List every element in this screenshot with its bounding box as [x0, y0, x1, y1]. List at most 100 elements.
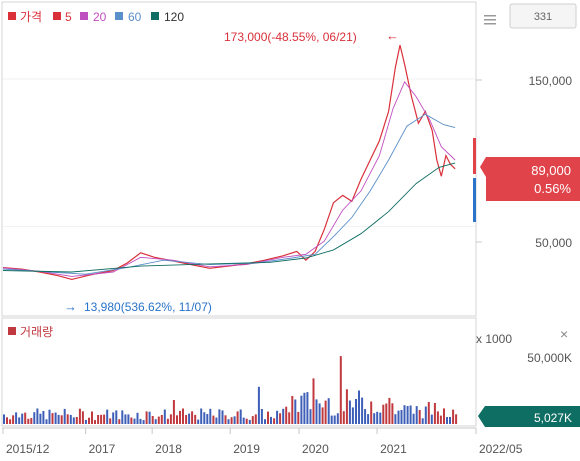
volume-bar: [112, 412, 115, 424]
volume-bar: [276, 410, 279, 424]
volume-bar: [236, 411, 239, 424]
volume-bar: [424, 406, 427, 424]
volume-bar: [69, 414, 72, 424]
volume-bar: [197, 419, 200, 424]
volume-bar: [48, 409, 51, 424]
volume-bar: [406, 406, 409, 424]
volume-bar: [84, 419, 87, 424]
current-price-tag: [480, 157, 580, 201]
volume-bar: [60, 415, 63, 424]
price-ytick-150000: 150,000: [529, 74, 573, 88]
current-price-marker-down: [473, 178, 476, 222]
current-price: 89,000: [531, 163, 571, 178]
volume-bar: [118, 419, 121, 424]
volume-panel-frame: [1, 317, 477, 427]
volume-bar: [355, 399, 357, 424]
current-volume-tag: [478, 406, 580, 427]
ma60-series-line: [2, 113, 456, 275]
volume-bar: [427, 402, 430, 424]
volume-bar: [351, 407, 354, 424]
volume-bar: [109, 418, 112, 424]
volume-bar: [200, 408, 203, 424]
volume-bar: [66, 414, 69, 424]
volume-bar: [39, 413, 42, 424]
volume-bar: [100, 414, 103, 424]
volume-bar: [358, 390, 360, 424]
volume-bar: [443, 408, 445, 424]
ma120-series-line: [2, 162, 456, 273]
price-ytick-50000: 50,000: [535, 236, 572, 250]
top-button[interactable]: [509, 3, 577, 29]
volume-bar: [133, 418, 136, 424]
volume-bar: [215, 417, 218, 424]
volume-bar: [136, 412, 139, 424]
volume-bar: [24, 412, 27, 424]
volume-bar: [367, 414, 370, 424]
volume-bar: [436, 411, 439, 424]
volume-bar: [452, 409, 455, 424]
volume-close-button[interactable]: ×: [560, 326, 568, 342]
volume-bar: [169, 414, 172, 424]
volume-bar: [257, 386, 260, 424]
volume-bar: [160, 415, 163, 424]
volume-bar: [94, 420, 96, 424]
volume-bar: [430, 414, 433, 424]
volume-bar: [303, 392, 306, 424]
volume-bar: [409, 405, 412, 424]
ma20-series-line: [2, 81, 456, 277]
volume-bar: [273, 418, 276, 424]
volume-bar: [330, 415, 333, 424]
volume-bar: [6, 417, 8, 424]
high-annotation-arrow: ←: [386, 28, 399, 43]
xtick-label-1: 2017: [89, 442, 116, 456]
volume-bar: [394, 414, 397, 424]
volume-bar: [279, 413, 282, 424]
volume-bar: [91, 411, 93, 424]
volume-bar: [285, 406, 288, 424]
volume-bar: [27, 418, 30, 424]
high-annotation: 173,000(-48.55%, 06/21): [224, 30, 357, 44]
volume-bar: [139, 418, 142, 424]
volume-bar: [370, 401, 373, 424]
volume-bar: [97, 415, 100, 424]
price-panel-frame: [1, 1, 477, 317]
volume-bar: [54, 412, 57, 424]
volume-bar: [449, 417, 451, 424]
current-volume: 5,027K: [534, 411, 572, 425]
volume-bar: [124, 414, 127, 424]
volume-bar: [248, 419, 251, 424]
volume-bar: [239, 409, 242, 424]
volume-bar: [455, 414, 458, 424]
volume-bar: [18, 417, 21, 424]
volume-bar: [218, 409, 221, 424]
volume-bar: [194, 414, 197, 424]
legend-label-ma120: 120: [164, 10, 184, 24]
volume-bar: [12, 415, 15, 424]
volume-bar: [433, 403, 436, 424]
volume-bar: [345, 389, 348, 424]
volume-bar: [30, 418, 33, 424]
low-annotation: 13,980(536.62%, 11/07): [84, 300, 212, 314]
volume-bar: [300, 395, 303, 424]
volume-bar: [312, 378, 315, 424]
xtick-label-0: 2015/12: [6, 442, 50, 456]
xtick-label-4: 2020: [302, 442, 329, 456]
volume-bar: [385, 403, 388, 424]
volume-bar: [342, 411, 345, 424]
top-button-label: 331: [534, 11, 552, 23]
volume-bar: [336, 413, 339, 424]
volume-bar: [21, 413, 24, 424]
legend-label-ma5: 5: [65, 10, 72, 24]
volume-bar: [373, 413, 376, 424]
xtick-label-2: 2018: [155, 442, 182, 456]
current-price-marker-up: [473, 138, 476, 174]
menu-icon[interactable]: [484, 15, 496, 25]
volume-bar: [418, 410, 421, 424]
volume-bar: [154, 419, 157, 424]
volume-bar: [209, 408, 212, 424]
volume-bar: [212, 415, 215, 424]
volume-bar: [63, 408, 66, 424]
volume-bar: [188, 413, 191, 424]
volume-bar: [45, 419, 48, 424]
